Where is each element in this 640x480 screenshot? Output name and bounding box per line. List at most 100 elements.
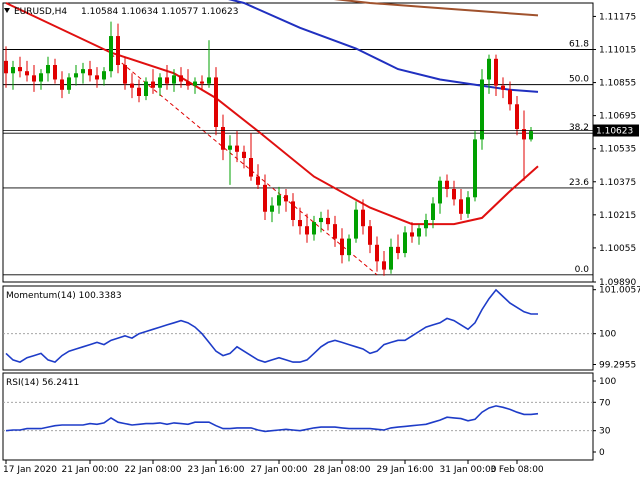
candle-bearish: [235, 145, 239, 152]
chart-ohlc: 1.10584 1.10634 1.10577 1.10623: [81, 7, 238, 17]
candle-bullish: [438, 180, 442, 204]
candle-bearish: [25, 71, 29, 76]
candle-bullish: [487, 58, 491, 80]
candle-bearish: [305, 226, 309, 235]
candle-bearish: [242, 151, 246, 158]
candle-bearish: [508, 89, 512, 105]
candle-bullish: [389, 246, 393, 270]
candle-bearish: [361, 209, 365, 227]
candle-bearish: [326, 217, 330, 225]
candle-bullish: [480, 79, 484, 140]
momentum-pane-frame: [2, 285, 594, 371]
price-tick-label: 1.11175: [599, 12, 636, 22]
candle-bullish: [466, 197, 470, 214]
candle-bearish: [284, 195, 288, 202]
candle-bullish: [277, 195, 281, 206]
rsi-pane-frame: [2, 372, 594, 461]
candle-bearish: [186, 81, 190, 86]
candle-bearish: [452, 189, 456, 200]
rsi-tick-label: 0: [599, 448, 605, 458]
fib-level-label: 61.8: [569, 40, 589, 50]
candle-bearish: [116, 36, 120, 65]
candle-bearish: [494, 58, 498, 86]
candle-bearish: [501, 85, 505, 90]
candle-bearish: [249, 158, 253, 177]
candle-bullish: [172, 75, 176, 84]
candle-bearish: [410, 232, 414, 237]
candle-bullish: [473, 139, 477, 198]
fib-level-label: 0.0: [575, 265, 590, 275]
candle-bearish: [151, 81, 155, 88]
candle-bullish: [102, 71, 106, 80]
momentum-tick-label: 101.0057: [599, 286, 640, 296]
candle-bearish: [340, 238, 344, 256]
price-tick-label: 1.10375: [599, 178, 636, 188]
time-tick-label: 28 Jan 08:00: [314, 465, 371, 475]
moving-average-ma_mid: [228, 0, 539, 93]
rsi-line: [5, 405, 539, 433]
candle-bullish: [529, 131, 533, 140]
time-tick-label: 27 Jan 00:00: [251, 465, 308, 475]
candle-bullish: [144, 81, 148, 96]
candle-bearish: [382, 261, 386, 270]
pane-frames: [2, 2, 594, 461]
candle-bearish: [291, 201, 295, 220]
candle-bearish: [53, 65, 57, 80]
price-tick-label: 1.10535: [599, 145, 636, 155]
rsi-title: RSI(14) 56.2411: [6, 378, 79, 388]
rsi-tick-label: 100: [599, 377, 616, 387]
candle-bullish: [417, 228, 421, 237]
candle-bearish: [137, 87, 141, 96]
momentum-indicator: 101.0057 100 99.2955: [3, 286, 640, 371]
candle-bullish: [270, 205, 274, 212]
price-tick-label: 1.11015: [599, 46, 636, 56]
current-price-label: 1.10623: [596, 127, 633, 137]
candle-bearish: [396, 246, 400, 254]
candle-bearish: [263, 184, 267, 212]
momentum-tick-label: 99.2955: [599, 361, 636, 371]
candle-bearish: [18, 67, 22, 72]
price-axis: 1.11175 1.11015 1.10855 1.10695 1.10535 1.103…: [3, 12, 639, 288]
time-tick-label: 31 Jan 00:00: [440, 465, 497, 475]
candle-bullish: [319, 217, 323, 223]
fib-trend-line: [110, 53, 378, 276]
price-tick-label: 1.10215: [599, 211, 636, 221]
main-pane-frame: [2, 2, 594, 283]
candle-bullish: [347, 238, 351, 256]
candle-bearish: [333, 224, 337, 239]
chart-symbol: EURUSD,H4: [14, 7, 67, 17]
candle-bullish: [228, 145, 232, 150]
candle-bearish: [375, 244, 379, 262]
candle-bullish: [81, 69, 85, 74]
candle-bullish: [39, 73, 43, 82]
candle-bearish: [179, 75, 183, 82]
candle-bullish: [431, 203, 435, 220]
price-tick-label: 1.10695: [599, 112, 636, 122]
candle-bullish: [11, 67, 15, 74]
candle-bullish: [46, 65, 50, 74]
candle-bearish: [88, 69, 92, 76]
candle-bullish: [312, 222, 316, 235]
momentum-title: Momentum(14) 100.3383: [6, 291, 122, 301]
candle-bullish: [354, 209, 358, 239]
candle-bearish: [60, 79, 64, 90]
candle-bullish: [109, 36, 113, 72]
candle-bearish: [368, 226, 372, 245]
time-tick-label: 29 Jan 16:00: [377, 465, 434, 475]
dropdown-triangle-icon[interactable]: [4, 8, 10, 13]
fib-level-label: 38.2: [569, 123, 589, 133]
fib-level-label: 50.0: [569, 75, 589, 85]
candle-bearish: [165, 77, 169, 84]
candle-bullish: [67, 77, 71, 90]
rsi-tick-label: 70: [599, 398, 611, 408]
candle-bearish: [214, 77, 218, 127]
candle-bearish: [256, 176, 260, 185]
time-tick-label: 23 Jan 16:00: [188, 465, 245, 475]
price-tick-label: 1.10055: [599, 244, 636, 254]
candle-bullish: [403, 232, 407, 254]
candle-bearish: [130, 83, 134, 88]
candle-bearish: [221, 127, 225, 150]
momentum-line: [5, 288, 538, 364]
candle-bearish: [4, 60, 8, 74]
